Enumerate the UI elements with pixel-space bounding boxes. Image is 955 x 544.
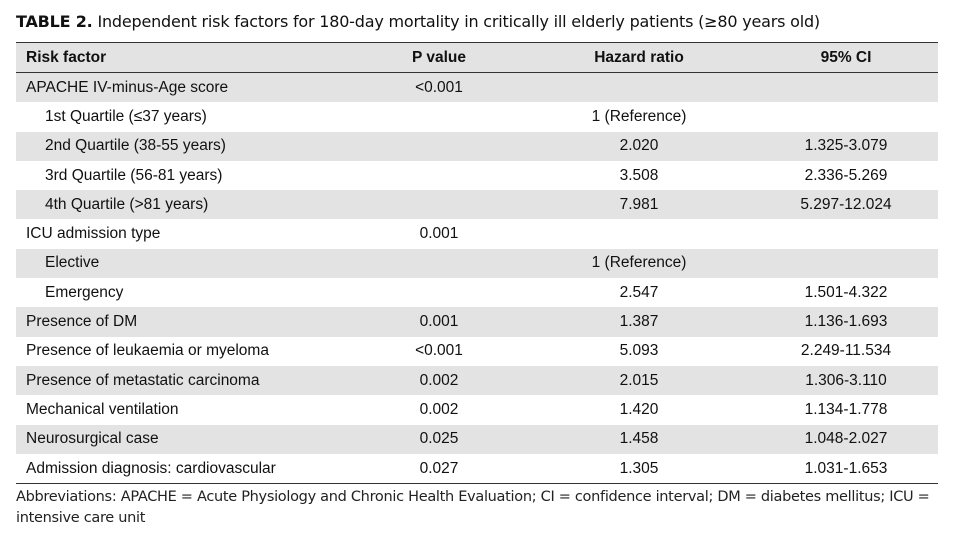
risk-factor-cell: APACHE IV-minus-Age score — [26, 78, 229, 96]
table-body: APACHE IV-minus-Age score <0.001 1st Quart… — [16, 73, 938, 483]
ci-cell: 2.249-11.534 — [800, 342, 892, 360]
hazard-ratio-cell: 2.547 — [619, 283, 659, 301]
header-risk-factor: Risk factor — [26, 48, 107, 66]
table-row: 2nd Quartile (38-55 years) 2.020 1.325-3.0… — [16, 131, 938, 161]
ci-cell: 1.134-1.778 — [804, 400, 888, 418]
table-row: APACHE IV-minus-Age score <0.001 — [16, 73, 938, 103]
hazard-ratio-cell: 5.093 — [619, 342, 659, 360]
risk-factor-cell: Presence of leukaemia or myeloma — [26, 342, 269, 360]
table-footnote: Abbreviations: APACHE = Acute Physiology… — [16, 489, 930, 526]
ci-cell: 2.336-5.269 — [804, 166, 888, 184]
risk-factor-cell: 1st Quartile (≤37 years) — [45, 107, 207, 125]
risk-factor-cell: 3rd Quartile (56-81 years) — [45, 166, 223, 184]
table-row: ICU admission type 0.001 — [16, 219, 938, 248]
hazard-ratio-cell: 3.508 — [619, 166, 659, 184]
table-number: TABLE 2. — [16, 12, 93, 31]
hazard-ratio-cell: 2.020 — [619, 137, 659, 155]
header-p-value: P value — [411, 48, 466, 66]
table-caption: TABLE 2. Independent risk factors for 18… — [16, 12, 820, 31]
table-row: 1st Quartile (≤37 years) 1 (Reference) — [16, 102, 938, 131]
risk-factor-cell: 2nd Quartile (38-55 years) — [45, 137, 226, 155]
hazard-ratio-cell: 2.015 — [619, 371, 659, 389]
risk-factor-cell: Neurosurgical case — [26, 430, 159, 448]
hazard-ratio-cell: 1.387 — [619, 313, 659, 331]
p-value-cell: <0.001 — [415, 342, 463, 360]
hazard-ratio-cell: 1.305 — [619, 459, 659, 477]
risk-factor-table: Risk factor P value Hazard ratio 95% CI … — [16, 42, 938, 485]
risk-factor-cell: Emergency — [45, 283, 124, 301]
p-value-cell: 0.002 — [419, 371, 459, 389]
risk-factor-cell: ICU admission type — [26, 225, 161, 243]
table-row: Mechanical ventilation 0.002 1.420 1.134-1.… — [16, 395, 938, 424]
table-row: Emergency 2.547 1.501-4.322 — [16, 278, 938, 307]
p-value-cell: 0.001 — [419, 225, 459, 243]
table-row: Presence of DM 0.001 1.387 1.136-1.693 — [16, 307, 938, 337]
header-hazard-ratio: Hazard ratio — [594, 48, 684, 66]
p-value-cell: 0.002 — [419, 400, 459, 418]
hazard-ratio-cell: 1 (Reference) — [591, 107, 687, 125]
ci-cell: 1.048-2.027 — [804, 430, 888, 448]
table-header-row: Risk factor P value Hazard ratio 95% CI — [16, 43, 938, 73]
table-row: Admission diagnosis: cardiovascular 0.027… — [16, 454, 938, 483]
ci-cell: 1.501-4.322 — [804, 283, 888, 301]
ci-cell: 1.136-1.693 — [804, 313, 888, 331]
risk-factor-cell: Presence of DM — [26, 313, 138, 331]
risk-factor-cell: Mechanical ventilation — [26, 400, 179, 418]
p-value-cell: 0.025 — [419, 430, 459, 448]
table-row: Presence of leukaemia or myeloma <0.001 5.… — [16, 337, 938, 366]
risk-factor-cell: 4th Quartile (>81 years) — [45, 195, 209, 213]
ci-cell: 1.306-3.110 — [805, 371, 887, 389]
risk-factor-cell: Elective — [45, 254, 100, 272]
ci-cell: 1.031-1.653 — [804, 459, 888, 477]
hazard-ratio-cell: 1 (Reference) — [591, 254, 687, 272]
p-value-cell: <0.001 — [415, 78, 463, 96]
table-row: 4th Quartile (>81 years) 7.981 5.297-12.02… — [16, 190, 938, 220]
header-ci: 95% CI — [820, 48, 872, 66]
hazard-ratio-cell: 7.981 — [619, 195, 659, 213]
ci-cell: 5.297-12.024 — [800, 195, 892, 213]
p-value-cell: 0.027 — [419, 459, 459, 477]
table-row: Presence of metastatic carcinoma 0.002 2.0… — [16, 365, 938, 396]
risk-factor-cell: Admission diagnosis: cardiovascular — [26, 459, 276, 477]
table-row: Neurosurgical case 0.025 1.458 1.048-2.027 — [16, 424, 938, 454]
table-row: Elective 1 (Reference) — [16, 248, 938, 279]
ci-cell: 1.325-3.079 — [804, 137, 888, 155]
table-title: Independent risk factors for 180-day mor… — [97, 12, 820, 31]
hazard-ratio-cell: 1.458 — [619, 430, 659, 448]
hazard-ratio-cell: 1.420 — [619, 400, 659, 418]
risk-factor-cell: Presence of metastatic carcinoma — [26, 371, 260, 389]
p-value-cell: 0.001 — [419, 313, 459, 331]
table-row: 3rd Quartile (56-81 years) 3.508 2.336-5.2… — [16, 161, 938, 190]
